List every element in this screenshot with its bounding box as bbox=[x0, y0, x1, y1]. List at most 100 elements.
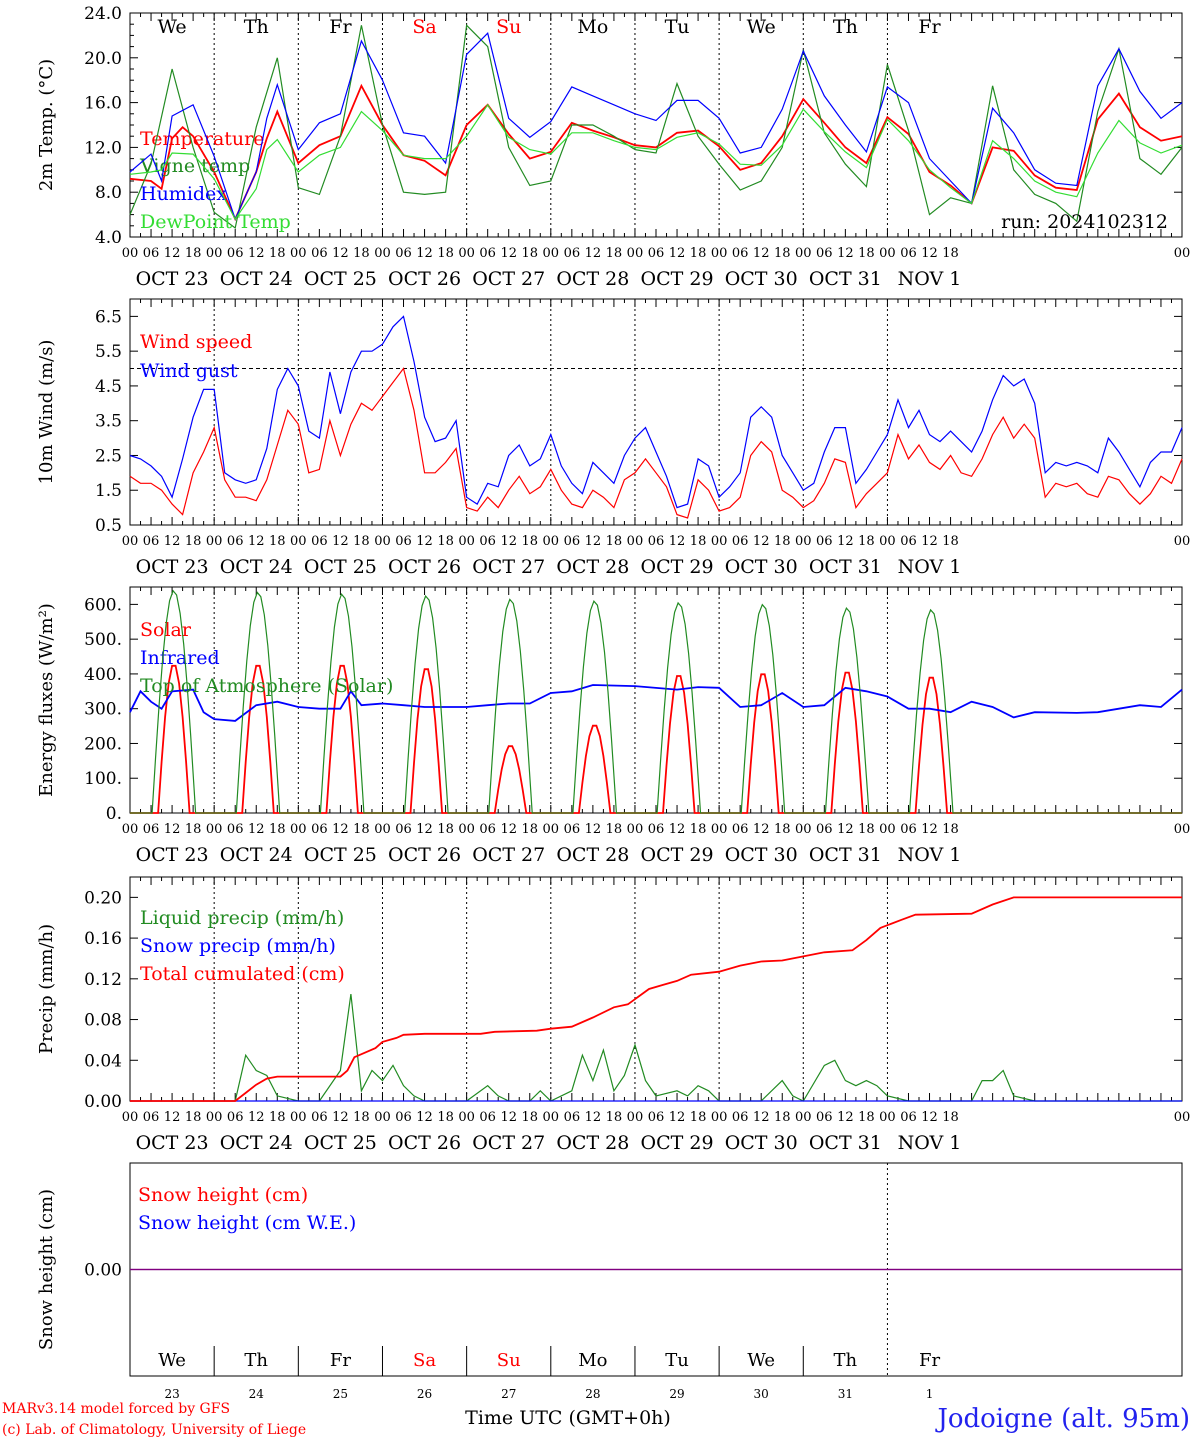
x-hour-label: 12 bbox=[669, 1110, 686, 1125]
x-hour-label: 06 bbox=[648, 246, 665, 261]
x-hour-label: 12 bbox=[164, 246, 181, 261]
x-hour-label: 12 bbox=[500, 822, 517, 837]
x-hour-label: 12 bbox=[248, 822, 265, 837]
x-hour-label: 12 bbox=[753, 246, 770, 261]
x-hour-label: 00 bbox=[458, 246, 475, 261]
day-number-label: 28 bbox=[585, 1387, 600, 1401]
y-tick-label: 0.00 bbox=[84, 1092, 122, 1112]
x-hour-label: 00 bbox=[711, 822, 728, 837]
day-number-label: 26 bbox=[417, 1387, 432, 1401]
y-axis-label: 2m Temp. (°C) bbox=[36, 59, 57, 191]
x-hour-label: 18 bbox=[858, 246, 875, 261]
y-axis-label: 10m Wind (m/s) bbox=[36, 340, 57, 485]
x-hour-label: 12 bbox=[585, 246, 602, 261]
day-of-week-label: We bbox=[747, 1350, 775, 1371]
day-of-week-label: Mo bbox=[578, 1350, 607, 1371]
x-date-label: OCT 24 bbox=[220, 268, 293, 290]
x-date-label: OCT 31 bbox=[809, 556, 882, 578]
x-date-label: OCT 28 bbox=[556, 1132, 629, 1154]
x-hour-label: 12 bbox=[332, 246, 349, 261]
y-tick-label: 2.5 bbox=[95, 446, 122, 466]
x-date-label: OCT 31 bbox=[809, 844, 882, 866]
x-date-label: OCT 28 bbox=[556, 844, 629, 866]
x-hour-label: 12 bbox=[164, 822, 181, 837]
x-hour-label: 00 bbox=[374, 246, 391, 261]
x-hour-label: 06 bbox=[564, 534, 581, 549]
day-of-week-label: Th bbox=[244, 16, 269, 38]
x-hour-label: 18 bbox=[942, 246, 959, 261]
day-number-label: 23 bbox=[164, 1387, 179, 1401]
x-hour-label: 12 bbox=[921, 822, 938, 837]
y-tick-label: 600. bbox=[84, 595, 122, 615]
x-hour-label: 12 bbox=[416, 246, 433, 261]
x-date-label: NOV 1 bbox=[898, 844, 962, 866]
x-hour-label: 18 bbox=[690, 822, 707, 837]
y-tick-label: 0.12 bbox=[84, 970, 122, 990]
x-date-label: NOV 1 bbox=[898, 1132, 962, 1154]
x-hour-label: 00 bbox=[122, 534, 139, 549]
x-hour-label: 06 bbox=[816, 246, 833, 261]
y-tick-label: 1.5 bbox=[95, 481, 122, 501]
x-hour-label: 12 bbox=[837, 1110, 854, 1125]
y-tick-label: 0.16 bbox=[84, 929, 122, 949]
x-hour-label: 12 bbox=[669, 246, 686, 261]
x-hour-label: 12 bbox=[837, 822, 854, 837]
x-hour-label: 18 bbox=[858, 822, 875, 837]
x-hour-label: 18 bbox=[942, 1110, 959, 1125]
x-hour-label: 18 bbox=[606, 1110, 623, 1125]
x-hour-label: 18 bbox=[437, 822, 454, 837]
panel-3: 0. 100. 200. 300. 400. 500. 600. Energy fluxes … bbox=[36, 586, 1190, 866]
x-hour-label: 18 bbox=[269, 534, 286, 549]
x-hour-label: 18 bbox=[353, 1110, 370, 1125]
x-hour-label: 06 bbox=[816, 534, 833, 549]
x-hour-label: 06 bbox=[395, 246, 412, 261]
y-tick-label: 20.0 bbox=[84, 49, 122, 69]
x-hour-label: 06 bbox=[564, 246, 581, 261]
x-hour-label: 12 bbox=[921, 1110, 938, 1125]
x-date-label: OCT 24 bbox=[220, 1132, 293, 1154]
series-line-top-of-atmosphere-solar- bbox=[130, 589, 1182, 814]
x-date-label: OCT 25 bbox=[304, 844, 377, 866]
y-tick-label: 16.0 bbox=[84, 94, 122, 114]
x-hour-label: 12 bbox=[332, 1110, 349, 1125]
x-date-label: OCT 28 bbox=[556, 556, 629, 578]
x-date-label: OCT 29 bbox=[641, 1132, 714, 1154]
x-hour-label: 18 bbox=[858, 1110, 875, 1125]
y-tick-label: 24.0 bbox=[84, 4, 122, 24]
x-hour-label: 12 bbox=[416, 1110, 433, 1125]
x-hour-label: 12 bbox=[837, 534, 854, 549]
day-of-week-label: Sa bbox=[413, 1350, 436, 1371]
x-hour-label: 12 bbox=[500, 1110, 517, 1125]
x-date-label: OCT 31 bbox=[809, 1132, 882, 1154]
x-hour-label: 00 bbox=[374, 534, 391, 549]
series-line-temperature bbox=[129, 83, 1183, 222]
x-hour-label: 18 bbox=[185, 1110, 202, 1125]
legend-entry: Infrared bbox=[140, 647, 220, 669]
x-axis-title: Time UTC (GMT+0h) bbox=[465, 1407, 671, 1429]
x-date-label: OCT 26 bbox=[388, 1132, 461, 1154]
day-number-label: 29 bbox=[669, 1387, 684, 1401]
x-date-label: OCT 26 bbox=[388, 556, 461, 578]
x-hour-label: 06 bbox=[732, 822, 749, 837]
series-line-wind-gust bbox=[129, 315, 1183, 509]
x-hour-label: 18 bbox=[858, 534, 875, 549]
day-of-week-label: Tu bbox=[665, 16, 690, 38]
legend-entry: Snow precip (mm/h) bbox=[140, 935, 336, 957]
x-hour-label: 18 bbox=[690, 1110, 707, 1125]
y-tick-label: 0.00 bbox=[84, 1261, 122, 1281]
x-hour-label: 00 bbox=[795, 534, 812, 549]
series-line-wind-speed bbox=[129, 367, 1183, 519]
x-date-label: OCT 25 bbox=[304, 268, 377, 290]
x-hour-label: 18 bbox=[690, 246, 707, 261]
x-hour-label: 00 bbox=[1174, 534, 1191, 549]
series-line-vigne-temp bbox=[129, 24, 1183, 230]
x-hour-label: 06 bbox=[648, 822, 665, 837]
day-of-week-label: Sa bbox=[412, 16, 436, 38]
y-tick-label: 4.0 bbox=[95, 228, 122, 248]
y-tick-label: 0.5 bbox=[95, 516, 122, 536]
x-hour-label: 06 bbox=[900, 1110, 917, 1125]
x-hour-label: 00 bbox=[879, 822, 896, 837]
x-hour-label: 06 bbox=[816, 822, 833, 837]
x-date-label: OCT 28 bbox=[556, 268, 629, 290]
day-of-week-label: Fr bbox=[918, 16, 941, 38]
